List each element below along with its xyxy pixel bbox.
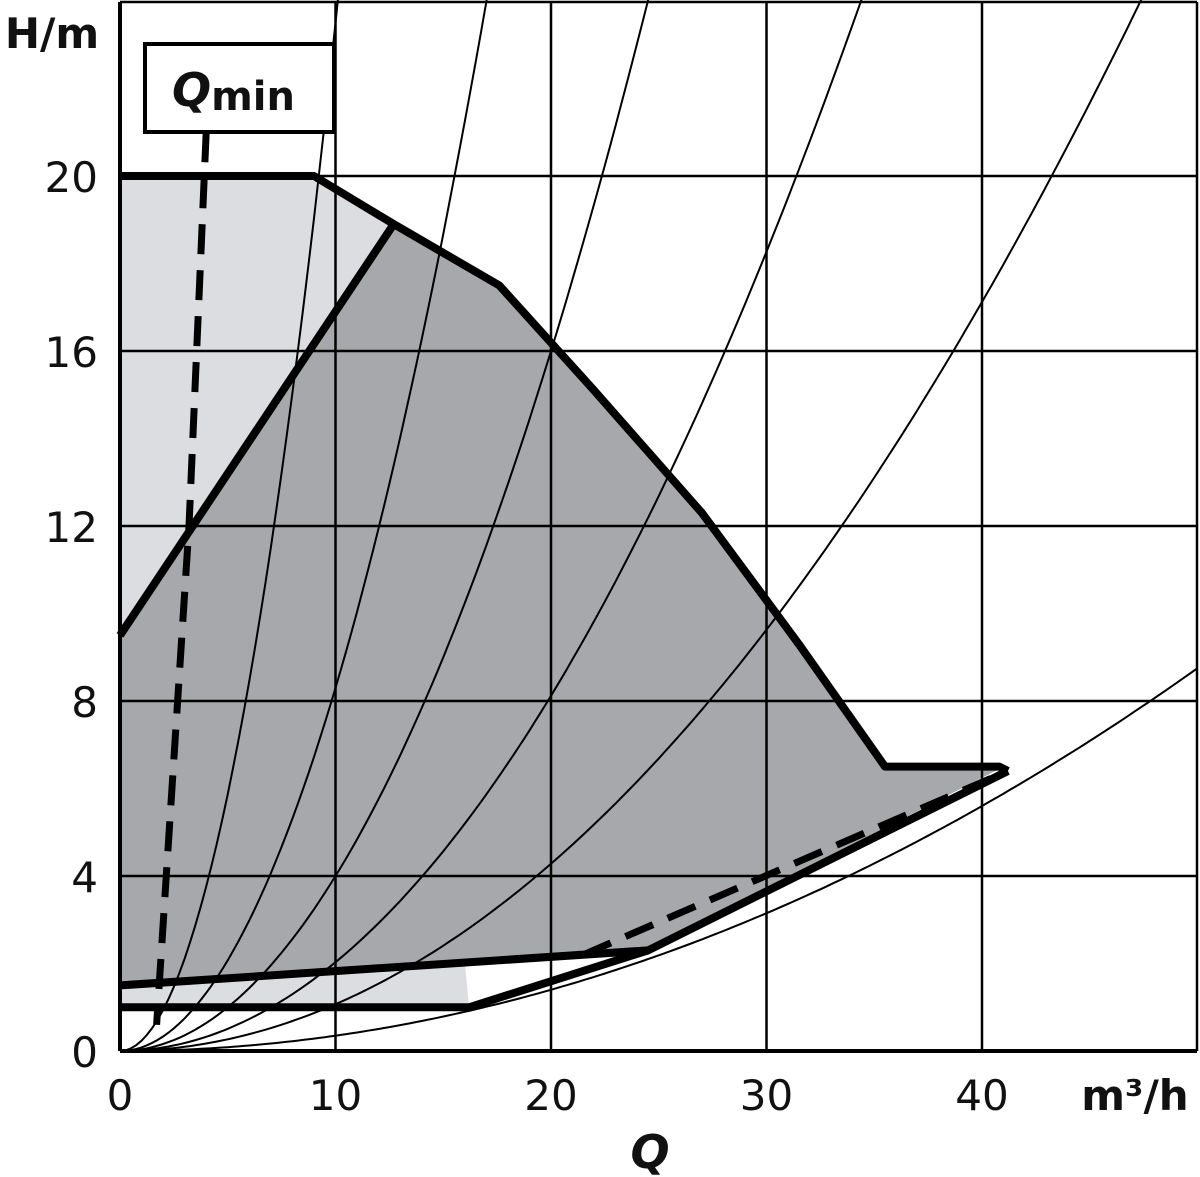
x-tick-label-40: 40 xyxy=(955,1071,1008,1120)
x-tick-label-20: 20 xyxy=(524,1071,577,1120)
axes xyxy=(118,2,1197,1053)
y-tick-label-4: 4 xyxy=(71,853,98,902)
y-tick-label-12: 12 xyxy=(45,503,98,552)
y-axis-label: H/m xyxy=(5,9,99,58)
grid-lines xyxy=(120,0,1199,1051)
qmin-box xyxy=(143,42,336,134)
x-tick-label-30: 30 xyxy=(740,1071,793,1120)
tick-labels: 0 10 20 30 40 0 4 8 12 16 20 xyxy=(45,153,1009,1120)
operating-regions xyxy=(120,176,1004,1008)
series-line-6 xyxy=(581,767,1010,959)
x-tick-label-0: 0 xyxy=(107,1071,134,1120)
series-line-4 xyxy=(120,946,650,1012)
region-dark xyxy=(120,224,1004,986)
x-unit-label: m³/h xyxy=(1081,1071,1188,1120)
qmin-label: Qmin xyxy=(172,63,295,120)
series-line-1 xyxy=(120,172,1010,775)
qmin-main: Q xyxy=(172,63,211,117)
x-tick-label-10: 10 xyxy=(309,1071,362,1120)
y-tick-label-20: 20 xyxy=(45,153,98,202)
series-line-5 xyxy=(153,132,210,1026)
boundary-lines xyxy=(116,132,1010,1026)
series-line-2 xyxy=(116,221,398,638)
qmin-sub: min xyxy=(211,74,295,120)
system-curve-6 xyxy=(120,667,1199,1052)
y-tick-label-16: 16 xyxy=(45,328,98,377)
y-tick-label-0: 0 xyxy=(71,1028,98,1077)
x-axis-label: Q xyxy=(630,1125,669,1177)
y-tick-label-8: 8 xyxy=(71,678,98,727)
system-curve-5 xyxy=(120,0,1143,1052)
system-curve-2 xyxy=(119,0,488,1052)
system-curve-3 xyxy=(119,0,650,1052)
system-curves xyxy=(119,0,1199,1052)
system-curve-4 xyxy=(119,0,863,1052)
qmin-annotation: Qmin xyxy=(143,42,336,134)
